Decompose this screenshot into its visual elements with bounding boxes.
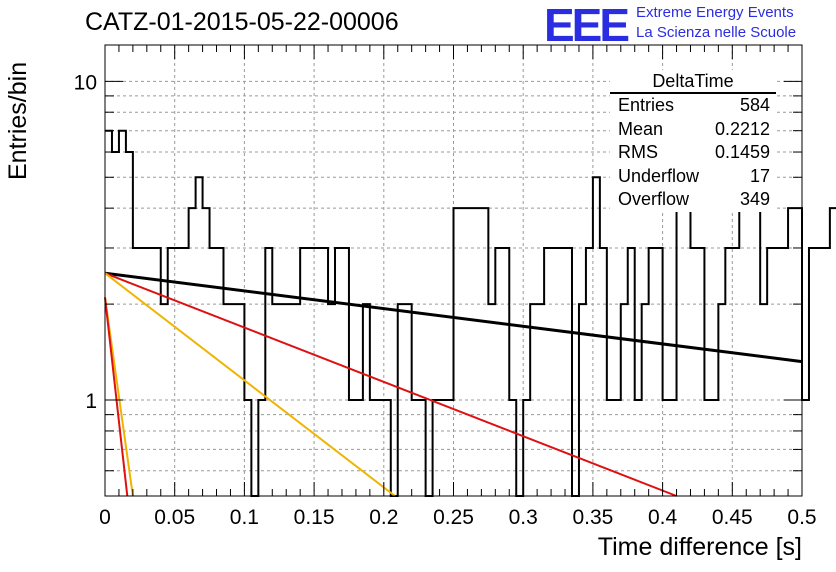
x-tick-label: 0	[99, 506, 111, 529]
stats-row: Underflow 17	[610, 165, 776, 189]
y-tick-label: 10	[74, 71, 97, 94]
x-tick-label: 0.35	[572, 506, 613, 529]
axes: 0 0.05 0.1 0.15 0.2 0.25 0.3 0.35 0.4 0.45 0.5 1 10	[74, 44, 817, 529]
stats-value: 0.1459	[714, 142, 770, 162]
stats-value: 584	[739, 95, 770, 115]
fit-line	[104, 272, 677, 497]
stats-value: 0.2212	[714, 118, 770, 139]
x-tick-label: 0.25	[433, 506, 474, 529]
x-tick-label: 0.5	[787, 506, 816, 529]
fit-line	[104, 297, 129, 497]
stats-row: Overflow 349	[610, 188, 776, 212]
x-tick-label: 0.45	[712, 506, 753, 529]
stats-box: DeltaTime Entries 584 Mean 0.2212 RMS 0.…	[610, 70, 776, 212]
stats-value: 349	[739, 189, 770, 209]
stats-label: Entries	[618, 95, 675, 115]
x-tick-label: 0.2	[369, 506, 398, 529]
fit-line	[104, 271, 803, 364]
run-title: CATZ-01-2015-05-22-00006	[85, 8, 399, 36]
x-tick-label: 0.05	[154, 506, 195, 529]
stats-row: Mean 0.2212	[610, 118, 776, 142]
y-tick-label: 1	[85, 390, 97, 413]
y-axis-title: Entries/bin	[4, 61, 32, 180]
logo-line-1: Extreme Energy Events	[636, 4, 794, 21]
logo-line-2: La Scienza nelle Scuole	[636, 24, 797, 41]
histogram-series	[105, 129, 836, 497]
stats-label: Underflow	[618, 165, 700, 186]
stats-label: RMS	[618, 142, 658, 162]
fit-lines-layer	[104, 271, 803, 497]
stats-label: Overflow	[618, 189, 690, 209]
stats-row: RMS 0.1459	[610, 141, 776, 165]
histogram-layer	[105, 129, 836, 497]
x-tick-label: 0.1	[230, 506, 259, 529]
x-axis-title: Time difference [s]	[597, 533, 802, 561]
stats-title: DeltaTime	[610, 70, 776, 94]
stats-value: 17	[749, 165, 770, 186]
x-tick-label: 0.3	[509, 506, 538, 529]
stats-row: Entries 584	[610, 94, 776, 118]
fit-line	[104, 272, 396, 497]
eee-logo-mark: EEE	[544, 0, 630, 51]
x-tick-label: 0.15	[294, 506, 335, 529]
stats-label: Mean	[618, 118, 664, 139]
x-tick-label: 0.4	[648, 506, 678, 529]
